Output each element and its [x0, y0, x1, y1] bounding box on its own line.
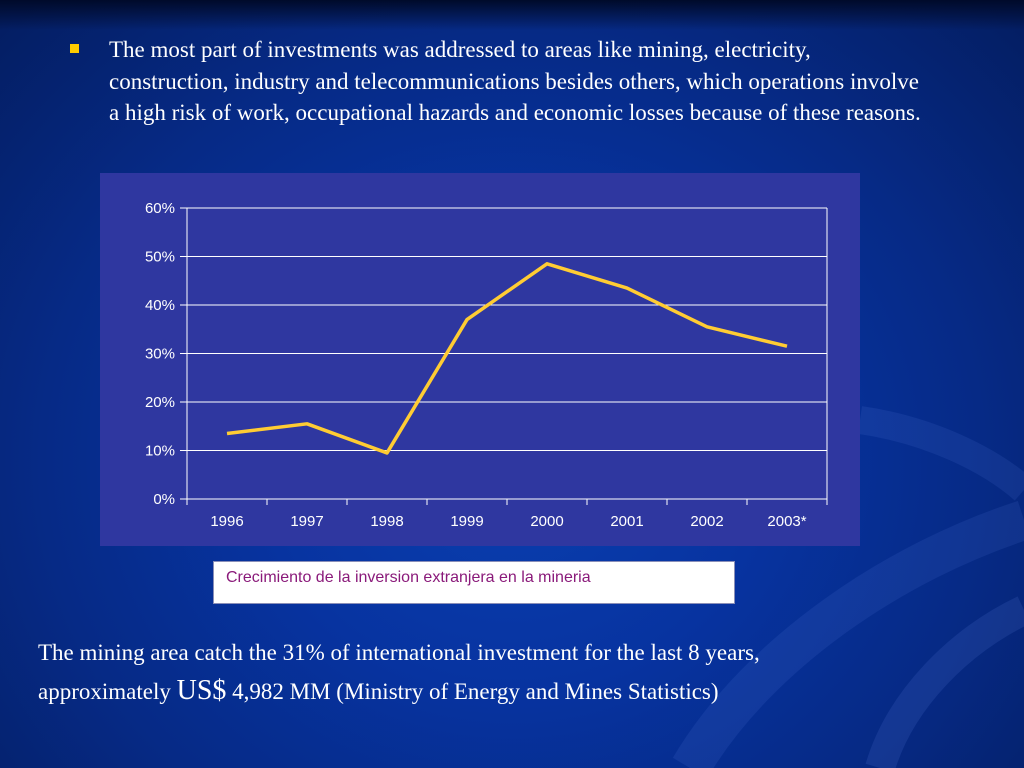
- y-tick-label: 50%: [145, 249, 175, 266]
- footer-currency: US$: [176, 675, 227, 706]
- x-tick-label: 1997: [290, 513, 323, 530]
- chart-panel: 0% 10% 20% 30% 40% 50% 60% 1996 1997 1998 1999 200…: [100, 173, 860, 546]
- y-tick-label: 60%: [145, 200, 175, 217]
- bullet-text: The most part of investments was address…: [109, 37, 921, 125]
- x-tick-labels: 1996 1997 1998 1999 2000 2001 2002 2003*: [210, 513, 806, 530]
- chart-caption-box: Crecimiento de la inversion extranjera e…: [213, 561, 735, 604]
- top-band: [0, 0, 1024, 30]
- x-tick-label: 1999: [450, 513, 483, 530]
- x-tick-label: 2000: [530, 513, 563, 530]
- line-chart: 0% 10% 20% 30% 40% 50% 60% 1996 1997 1998 1999 200…: [145, 200, 828, 530]
- y-tick-label: 10%: [145, 443, 175, 460]
- x-tick-label: 2003*: [767, 513, 806, 530]
- x-tick-label: 2002: [690, 513, 723, 530]
- bullet-item: The most part of investments was address…: [70, 34, 950, 129]
- footer-amount: 4,982 MM (Ministry of Energy and Mines S…: [226, 679, 719, 704]
- axes: [180, 207, 828, 505]
- y-tick-label: 20%: [145, 394, 175, 411]
- series-line: [226, 262, 788, 455]
- x-tick-label: 1996: [210, 513, 243, 530]
- series-line-0: [226, 262, 788, 455]
- bullet-square-icon: [70, 44, 79, 53]
- y-tick-labels: 0% 10% 20% 30% 40% 50% 60%: [145, 200, 175, 508]
- x-tick-label: 1998: [370, 513, 403, 530]
- y-tick-label: 30%: [145, 346, 175, 363]
- footer-line-1: The mining area catch the 31% of interna…: [38, 640, 760, 665]
- y-tick-label: 40%: [145, 297, 175, 314]
- chart-caption: Crecimiento de la inversion extranjera e…: [226, 569, 591, 586]
- footer-paragraph: The mining area catch the 31% of interna…: [38, 634, 998, 711]
- gridlines: [187, 207, 827, 451]
- y-tick-label: 0%: [153, 491, 175, 508]
- x-tick-label: 2001: [610, 513, 643, 530]
- footer-prefix: approximately: [38, 679, 177, 704]
